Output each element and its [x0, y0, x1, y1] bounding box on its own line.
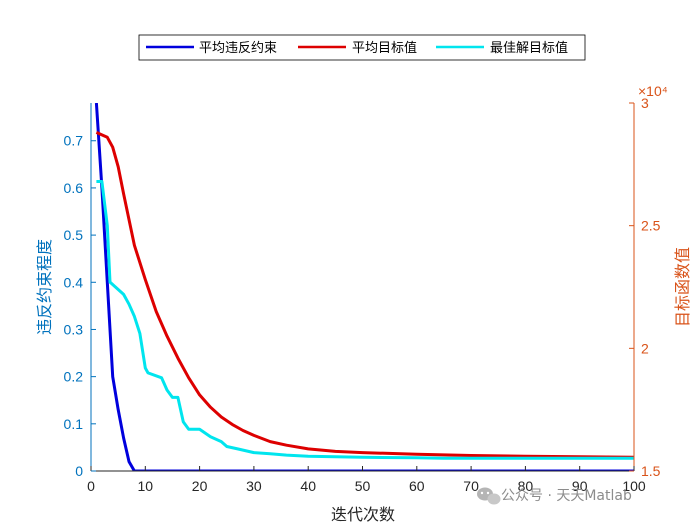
y-right-tick-label: 3 — [641, 95, 649, 111]
x-tick-label: 50 — [355, 478, 371, 494]
x-tick-label: 30 — [246, 478, 262, 494]
y-axis-right-label: 目标函数值 — [673, 247, 692, 327]
x-tick-label: 0 — [87, 478, 95, 494]
watermark-text: 公众号 · 天天Matlab — [501, 488, 632, 504]
y-left-tick-label: 0.7 — [64, 133, 84, 149]
y-right-tick-label: 2 — [641, 340, 649, 356]
x-axis-label: 迭代次数 — [331, 505, 395, 524]
y-left-tick-label: 0.3 — [64, 321, 84, 337]
x-tick-label: 10 — [138, 478, 154, 494]
wechat-icon — [477, 487, 501, 505]
legend-label-avg-violation: 平均违反约束 — [199, 41, 277, 56]
y-right-tick-label: 1.5 — [641, 463, 661, 479]
y-axis-left-label: 违反约束程度 — [35, 239, 54, 335]
x-tick-label: 80 — [518, 478, 534, 494]
x-tick-label: 60 — [409, 478, 425, 494]
y-left-tick-label: 0.6 — [64, 180, 84, 196]
y-left-tick-label: 0 — [75, 463, 83, 479]
y-left-tick-label: 0.4 — [64, 274, 84, 290]
y-right-tick-label: 2.5 — [641, 218, 661, 234]
series-line-best-objective — [96, 180, 634, 460]
x-tick-label: 20 — [192, 478, 208, 494]
legend-label-best-objective: 最佳解目标值 — [490, 40, 568, 56]
axes-layer: 0 10 20 30 40 50 60 70 80 90 100 0 0.1 0.2 0.3 0.4 0.5 0.… — [64, 95, 661, 494]
legend-box — [138, 34, 586, 61]
series-layer — [94, 103, 634, 471]
y-left-tick-label: 0.1 — [64, 416, 84, 432]
legend: 平均违反约束 平均目标值 最佳解目标值 — [138, 34, 586, 61]
x-tick-label: 70 — [463, 478, 479, 494]
x-tick-label: 90 — [572, 478, 588, 494]
y-left-tick-label: 0.5 — [64, 227, 84, 243]
y-left-tick-label: 0.2 — [64, 369, 84, 385]
series-line-avg-objective — [95, 131, 634, 459]
x-tick-label: 40 — [300, 478, 316, 494]
y-axis-right-exponent: ×10⁴ — [638, 83, 668, 99]
legend-label-avg-objective: 平均目标值 — [352, 40, 417, 56]
watermark: 公众号 · 天天Matlab — [477, 487, 632, 505]
series-line-avg-violation — [94, 103, 634, 471]
x-tick-label: 100 — [622, 478, 646, 494]
